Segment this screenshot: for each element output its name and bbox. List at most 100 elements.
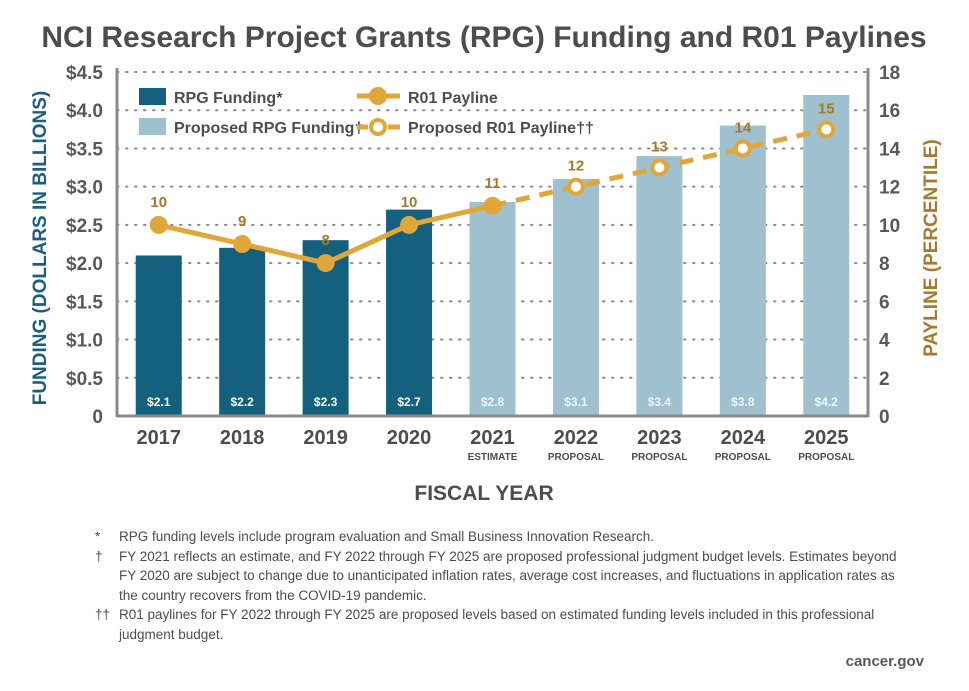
- x-tick-label: 2025: [804, 427, 849, 449]
- x-tick-label: 2023: [637, 427, 682, 449]
- right-y-tick-label: 2: [879, 369, 890, 390]
- bar-2018: [219, 247, 266, 416]
- payline-value-label: 9: [238, 213, 246, 230]
- payline-value-label: 8: [321, 232, 329, 249]
- axes: [115, 68, 870, 418]
- x-tick-sublabel: ESTIMATE: [468, 452, 518, 463]
- proposed-payline-point-2022: [566, 177, 585, 196]
- legend-label-rpg-funding: RPG Funding*: [174, 90, 283, 107]
- footnotes: * RPG funding levels include program eva…: [95, 527, 915, 644]
- legend-swatch-rpg-funding: [139, 88, 166, 105]
- footnote-text: R01 paylines for FY 2022 through FY 2025…: [119, 607, 875, 642]
- footnote-text: RPG funding levels include program evalu…: [119, 529, 655, 544]
- x-tick-label: 2024: [721, 427, 766, 449]
- x-tick-label: 2022: [554, 427, 599, 449]
- payline-value-label: 11: [485, 175, 501, 192]
- right-y-tick-label: 10: [879, 216, 900, 237]
- footnote-mark: ††: [95, 607, 111, 622]
- legend-marker-proposed-r01-payline: [357, 118, 400, 136]
- x-tick-sublabel: PROPOSAL: [715, 452, 771, 463]
- bar-2017: [135, 255, 182, 416]
- right-y-axis-title: PAYLINE (PERCENTILE): [921, 139, 942, 356]
- x-ticks: 2017 2018 2019 2020 2021 ESTIMATE 2022 PROPOSAL…: [136, 427, 854, 463]
- legend: RPG Funding* Proposed RPG Funding† R01 P…: [139, 87, 594, 137]
- footnote-text: FY 2021 reflects an estimate, and FY 202…: [119, 548, 897, 603]
- legend-label-r01-payline: R01 Payline: [408, 90, 498, 107]
- bar-value-label: $2.8: [481, 395, 505, 409]
- bar-2021: [469, 201, 516, 416]
- payline-value-label: 12: [568, 158, 585, 175]
- bar-value-label: $4.2: [815, 395, 839, 409]
- left-y-tick-label: $1.0: [66, 331, 103, 352]
- payline-point-2021: [483, 196, 502, 215]
- payline-point-2017: [149, 215, 168, 234]
- chart-title: NCI Research Project Grants (RPG) Fundin…: [41, 21, 926, 54]
- footnote-rpg-funding: * RPG funding levels include program eva…: [95, 527, 915, 547]
- payline-value-label: 15: [818, 100, 835, 117]
- x-tick-sublabel: PROPOSAL: [798, 452, 854, 463]
- x-tick-label: 2021: [470, 427, 515, 449]
- right-y-ticks: 0 2 4 6 8 10 12 14 16 18: [879, 63, 901, 428]
- footnote-estimates: † FY 2021 reflects an estimate, and FY 2…: [95, 547, 915, 606]
- proposed-payline-point-2023: [650, 158, 669, 177]
- x-tick-sublabel: PROPOSAL: [548, 452, 604, 463]
- left-y-tick-label: $4.0: [66, 101, 103, 122]
- legend-swatch-proposed-rpg-funding: [139, 118, 166, 135]
- bars: $2.1 $2.2 $2.3 $2.7 $2.8 $3.1 $3.4 $3.8 $4.2: [135, 94, 850, 417]
- left-y-ticks: 0 $0.5 $1.0 $1.5 $2.0 $2.5 $3.0 $3.5 $4.0 $4.5: [66, 63, 103, 428]
- legend-marker-r01-payline: [357, 87, 400, 105]
- right-y-tick-label: 16: [879, 101, 900, 122]
- proposed-payline-point-2024: [733, 139, 752, 158]
- footnote-paylines: †† R01 paylines for FY 2022 through FY 2…: [95, 605, 915, 644]
- left-y-tick-label: 0: [92, 407, 103, 428]
- footnote-mark: *: [95, 529, 101, 544]
- payline-value-label: 14: [734, 119, 751, 136]
- bar-value-label: $2.3: [314, 395, 338, 409]
- payline-point-2018: [233, 235, 252, 253]
- x-axis-title: FISCAL YEAR: [414, 482, 553, 505]
- left-y-tick-label: $4.5: [66, 63, 103, 84]
- legend-label-proposed-rpg-funding: Proposed RPG Funding†: [174, 120, 363, 137]
- bar-2025: [803, 94, 850, 416]
- bar-2023: [636, 156, 683, 417]
- bar-value-label: $2.7: [397, 395, 421, 409]
- left-y-tick-label: $3.5: [66, 139, 103, 160]
- legend-label-proposed-r01-payline: Proposed R01 Payline††: [408, 120, 594, 137]
- bar-2022: [552, 179, 599, 416]
- payline-lines: 10 9 8 10 11 12 13 14 15: [149, 100, 836, 273]
- right-y-tick-label: 18: [879, 63, 900, 84]
- left-y-tick-label: $3.0: [66, 178, 103, 199]
- bar-value-label: $3.4: [648, 395, 672, 409]
- bar-value-label: $2.1: [147, 395, 171, 409]
- right-y-tick-label: 12: [879, 178, 900, 199]
- funding-payline-chart: NCI Research Project Grants (RPG) Fundin…: [30, 21, 942, 505]
- proposed-payline-point-2025: [817, 120, 836, 139]
- x-tick-label: 2017: [136, 427, 181, 449]
- payline-value-label: 10: [150, 194, 167, 211]
- right-y-tick-label: 14: [879, 139, 901, 160]
- bar-2024: [719, 125, 766, 416]
- left-y-tick-label: $2.0: [66, 254, 103, 275]
- x-tick-label: 2019: [303, 427, 348, 449]
- right-y-tick-label: 0: [879, 407, 890, 428]
- payline-point-2020: [400, 215, 419, 234]
- source-credit: cancer.gov: [845, 653, 924, 670]
- payline-value-label: 10: [401, 194, 418, 211]
- bar-value-label: $2.2: [230, 395, 254, 409]
- footnote-mark: †: [95, 548, 103, 564]
- left-y-axis-title: FUNDING (DOLLARS IN BILLIONS): [30, 91, 51, 406]
- right-y-tick-label: 6: [879, 292, 890, 313]
- x-tick-label: 2018: [220, 427, 265, 449]
- left-y-tick-label: $1.5: [66, 292, 103, 313]
- bar-value-label: $3.8: [731, 395, 755, 409]
- x-tick-sublabel: PROPOSAL: [631, 452, 687, 463]
- bar-value-label: $3.1: [564, 395, 588, 409]
- left-y-tick-label: $0.5: [66, 369, 103, 390]
- bar-2020: [386, 209, 433, 416]
- right-y-tick-label: 4: [879, 331, 890, 352]
- payline-value-label: 13: [651, 139, 668, 156]
- left-y-tick-label: $2.5: [66, 216, 103, 237]
- x-tick-label: 2020: [387, 427, 432, 449]
- right-y-tick-label: 8: [879, 254, 890, 275]
- payline-point-2019: [316, 254, 335, 273]
